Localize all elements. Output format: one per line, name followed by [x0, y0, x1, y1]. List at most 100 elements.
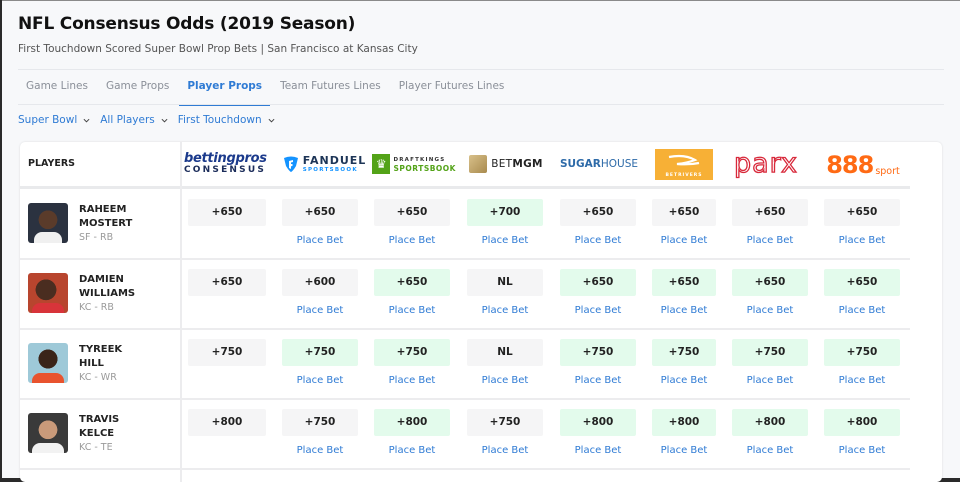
chevron-down-icon	[268, 118, 275, 123]
place-bet-link[interactable]: Place Bet	[574, 375, 622, 386]
players-column-header: PLAYERS	[28, 158, 75, 169]
place-bet-link[interactable]: Place Bet	[388, 305, 436, 316]
place-bet-link[interactable]: Place Bet	[574, 235, 622, 246]
table-row-partial	[20, 470, 910, 482]
place-bet-link[interactable]: Place Bet	[838, 235, 886, 246]
odds-cell[interactable]: +650	[188, 269, 266, 296]
place-bet-link[interactable]: Place Bet	[296, 375, 344, 386]
odds-cell[interactable]: +650	[560, 199, 636, 226]
page-subtitle: First Touchdown Scored Super Bowl Prop B…	[18, 43, 418, 55]
player-name[interactable]: RAHEEM MOSTERT	[79, 204, 133, 229]
place-bet-link[interactable]: Place Bet	[481, 305, 529, 316]
place-bet-link[interactable]: Place Bet	[388, 375, 436, 386]
place-bet-link[interactable]: Place Bet	[481, 235, 529, 246]
draftkings-logo[interactable]: ♛ DRAFTKINGS SPORTSBOOK	[372, 146, 456, 182]
place-bet-link[interactable]: Place Bet	[481, 445, 529, 456]
place-bet-link[interactable]: Place Bet	[388, 445, 436, 456]
tab-player-props[interactable]: Player Props	[179, 70, 270, 106]
fanduel-shield-icon	[283, 156, 298, 172]
betmgm-lion-icon	[469, 155, 488, 173]
odds-cell[interactable]: +800	[652, 409, 716, 436]
draftkings-crown-icon: ♛	[372, 154, 391, 174]
odds-cell[interactable]: +750	[282, 339, 358, 366]
odds-cell[interactable]: +650	[374, 269, 450, 296]
place-bet-link[interactable]: Place Bet	[660, 235, 708, 246]
filter-players-dropdown[interactable]: All Players	[100, 114, 168, 126]
odds-cell[interactable]: +650	[732, 269, 808, 296]
place-bet-link[interactable]: Place Bet	[296, 305, 344, 316]
betrivers-logo[interactable]: BETRIVERS	[654, 146, 714, 182]
odds-cell[interactable]: +750	[374, 339, 450, 366]
odds-cell[interactable]: +650	[188, 199, 266, 226]
player-name[interactable]: TYREEK HILL	[79, 344, 123, 369]
888sport-logo[interactable]: 888 sport	[826, 151, 900, 179]
place-bet-link[interactable]: Place Bet	[481, 375, 529, 386]
odds-cell[interactable]: +800	[374, 409, 450, 436]
player-position: KC - WR	[79, 372, 117, 383]
odds-cell[interactable]: +650	[560, 269, 636, 296]
tab-player-futures-lines[interactable]: Player Futures Lines	[398, 80, 505, 92]
odds-cell[interactable]: +650	[652, 269, 716, 296]
filter-bar: Super Bowl All Players First Touchdown	[18, 114, 275, 126]
odds-cell[interactable]: +650	[282, 199, 358, 226]
player-name[interactable]: DAMIEN WILLIAMS	[79, 274, 136, 299]
divider	[18, 69, 944, 70]
place-bet-link[interactable]: Place Bet	[660, 375, 708, 386]
odds-cell[interactable]: +750	[732, 339, 808, 366]
table-row: TYREEK HILL KC - WR +750 +750 Place Bet +750…	[20, 330, 910, 400]
place-bet-link[interactable]: Place Bet	[660, 305, 708, 316]
place-bet-link[interactable]: Place Bet	[574, 305, 622, 316]
tab-team-futures-lines[interactable]: Team Futures Lines	[280, 80, 381, 92]
filter-event-dropdown[interactable]: Super Bowl	[18, 114, 90, 126]
bettingpros-consensus-logo[interactable]: bettingpros CONSENSUS	[184, 151, 267, 175]
odds-cell[interactable]: NL	[467, 339, 543, 366]
odds-cell[interactable]: +650	[374, 199, 450, 226]
table-row: RAHEEM MOSTERT SF - RB +650 +650 Place Bet +…	[20, 190, 910, 260]
odds-cell[interactable]: +650	[824, 199, 900, 226]
odds-cell[interactable]: +800	[560, 409, 636, 436]
filter-market-dropdown[interactable]: First Touchdown	[178, 114, 275, 126]
odds-cell[interactable]: +650	[732, 199, 808, 226]
odds-cell[interactable]: +750	[188, 339, 266, 366]
place-bet-link[interactable]: Place Bet	[746, 375, 794, 386]
place-bet-link[interactable]: Place Bet	[746, 235, 794, 246]
place-bet-link[interactable]: Place Bet	[838, 375, 886, 386]
place-bet-link[interactable]: Place Bet	[746, 445, 794, 456]
avatar	[28, 273, 68, 313]
filter-label: Super Bowl	[18, 114, 78, 126]
avatar	[28, 203, 68, 243]
sugarhouse-logo[interactable]: SUGAR HOUSE	[559, 158, 639, 170]
filter-label: First Touchdown	[177, 114, 262, 126]
tab-game-props[interactable]: Game Props	[105, 80, 170, 92]
chevron-down-icon	[161, 118, 168, 123]
odds-cell[interactable]: +800	[824, 409, 900, 436]
tab-game-lines[interactable]: Game Lines	[26, 80, 88, 92]
odds-cell[interactable]: +750	[282, 409, 358, 436]
player-name[interactable]: TRAVIS KELCE	[79, 414, 120, 439]
odds-cell[interactable]: +750	[824, 339, 900, 366]
odds-cell[interactable]: +750	[652, 339, 716, 366]
odds-cell[interactable]: +650	[652, 199, 716, 226]
odds-cell[interactable]: +650	[824, 269, 900, 296]
fanduel-logo[interactable]: FANDUEL SPORTSBOOK	[280, 146, 368, 182]
place-bet-link[interactable]: Place Bet	[746, 305, 794, 316]
place-bet-link[interactable]: Place Bet	[296, 235, 344, 246]
odds-cell[interactable]: +800	[732, 409, 808, 436]
odds-cell[interactable]: +800	[188, 409, 266, 436]
place-bet-link[interactable]: Place Bet	[838, 305, 886, 316]
odds-cell[interactable]: +750	[467, 409, 543, 436]
place-bet-link[interactable]: Place Bet	[838, 445, 886, 456]
odds-cell[interactable]: +700	[467, 199, 543, 226]
place-bet-link[interactable]: Place Bet	[388, 235, 436, 246]
column-divider	[180, 142, 182, 482]
odds-cell[interactable]: +750	[560, 339, 636, 366]
place-bet-link[interactable]: Place Bet	[574, 445, 622, 456]
filter-label: All Players	[100, 114, 155, 126]
odds-cell[interactable]: NL	[467, 269, 543, 296]
parx-logo[interactable]: parx	[733, 148, 799, 179]
tab-bar: Game Lines Game Props Player Props Team …	[18, 70, 514, 106]
place-bet-link[interactable]: Place Bet	[296, 445, 344, 456]
place-bet-link[interactable]: Place Bet	[660, 445, 708, 456]
odds-cell[interactable]: +600	[282, 269, 358, 296]
betmgm-logo[interactable]: BET MGM	[466, 146, 546, 182]
